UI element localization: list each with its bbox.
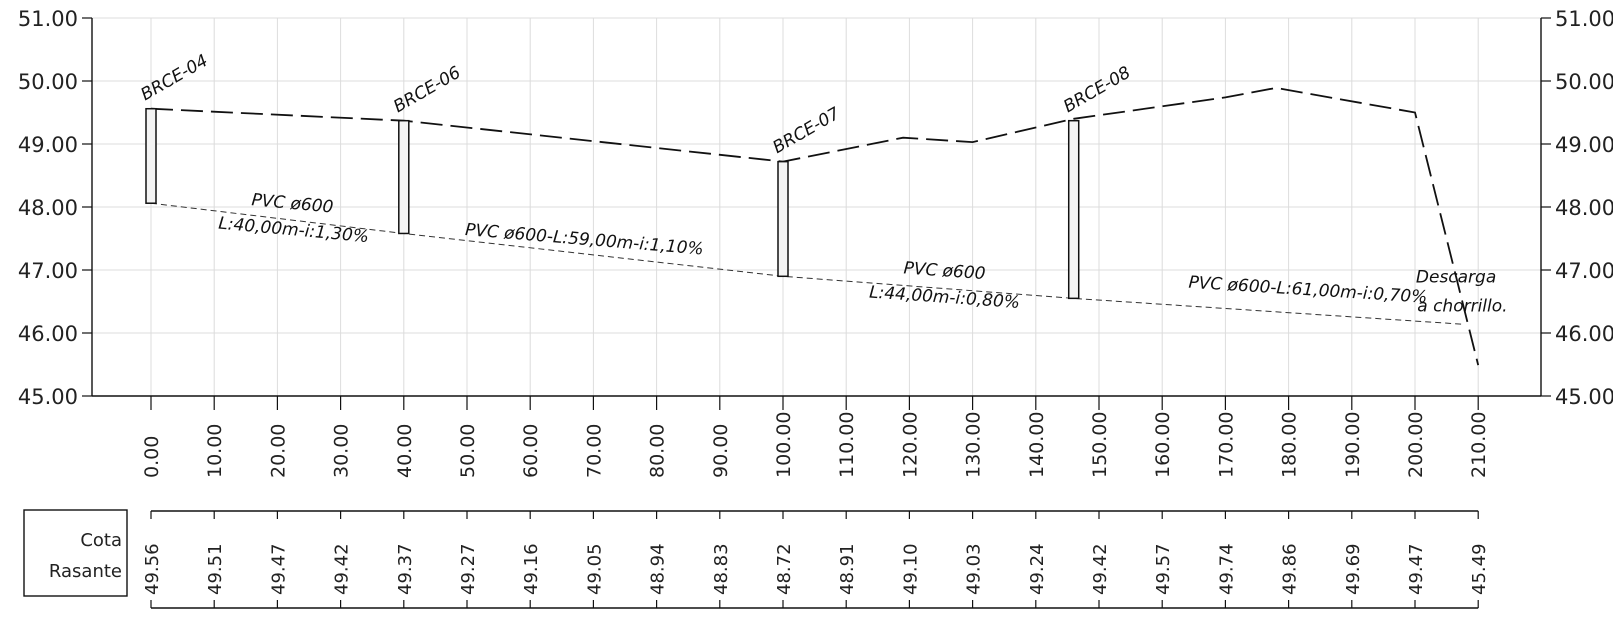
- x-tick-label: 210.00: [1468, 412, 1490, 478]
- table-value: 48.72: [774, 543, 795, 595]
- manhole-brce-06: [398, 119, 410, 235]
- axes: 45.00 45.00 46.00 46.00 47.00 47.00 48.00 48.00…: [18, 7, 1613, 478]
- manhole-brce-08: [1067, 119, 1080, 300]
- pipe-series: [150, 202, 1463, 325]
- x-tick-label: 80.00: [647, 424, 669, 478]
- x-tick-label: 140.00: [1026, 412, 1048, 478]
- y-tick-label-left: 51.00: [18, 7, 78, 31]
- table-value: 49.47: [268, 543, 289, 595]
- manhole-label: BRCE-04: [138, 51, 212, 105]
- table-label-cota: Cota: [80, 530, 122, 551]
- table-value: 49.03: [964, 543, 985, 595]
- table-value: 49.24: [1027, 543, 1048, 595]
- x-tick-label: 10.00: [204, 424, 226, 478]
- manhole-label: BRCE-08: [1060, 63, 1134, 117]
- manhole-brce-04: [145, 107, 157, 204]
- x-tick-label: 20.00: [267, 424, 289, 478]
- pipe-annotation: a chorrillo.: [1417, 297, 1507, 317]
- manhole-label: BRCE-07: [770, 104, 844, 158]
- y-tick-label-right: 47.00: [1555, 259, 1613, 283]
- x-tick-label: 100.00: [773, 412, 795, 478]
- table-value: 48.83: [711, 543, 732, 595]
- table-label-rasante: Rasante: [49, 561, 122, 582]
- manholes: BRCE-04 BRCE-06 BRCE-07 BRCE-08: [138, 51, 1134, 300]
- table-value: 49.37: [395, 543, 416, 595]
- pipe-annotation: Descarga: [1416, 268, 1496, 288]
- x-tick-label: 50.00: [457, 424, 479, 478]
- y-tick-label-left: 48.00: [18, 196, 78, 220]
- grid: [92, 17, 1541, 397]
- table-value: 49.47: [1406, 543, 1427, 595]
- table-value: 49.27: [458, 543, 479, 595]
- table-value: 49.42: [332, 543, 353, 595]
- table-value: 49.86: [1280, 543, 1301, 595]
- y-tick-label-left: 46.00: [18, 322, 78, 346]
- x-tick-label: 120.00: [899, 412, 921, 478]
- x-tick-label: 40.00: [394, 424, 416, 478]
- y-tick-label-right: 48.00: [1555, 196, 1613, 220]
- y-tick-label-right: 50.00: [1555, 70, 1613, 94]
- table-value: 49.10: [900, 543, 921, 595]
- x-tick-label: 0.00: [141, 436, 163, 478]
- pipe-annotation: PVC ø600: [251, 190, 334, 217]
- x-tick-label: 150.00: [1089, 412, 1111, 478]
- x-tick-label: 190.00: [1342, 412, 1364, 478]
- table-value: 49.57: [1153, 543, 1174, 595]
- x-tick-label: 200.00: [1405, 412, 1427, 478]
- table-value: 48.91: [837, 543, 858, 595]
- x-tick-label: 110.00: [836, 412, 858, 478]
- pipe-annotation: PVC ø600-L:59,00m-i:1,10%: [464, 220, 704, 260]
- x-tick-label: 30.00: [331, 424, 353, 478]
- table-value: 49.74: [1216, 543, 1237, 595]
- ground-profile-line: [150, 86, 1480, 366]
- x-tick-label: 160.00: [1152, 412, 1174, 478]
- x-tick-label: 90.00: [710, 424, 732, 478]
- pipe-annotation: PVC ø600-L:61,00m-i:0,70%: [1188, 273, 1428, 308]
- y-tick-label-left: 45.00: [18, 385, 78, 409]
- table-value: 49.16: [521, 543, 542, 595]
- pipe-invert-line: [150, 202, 1463, 325]
- table-value: 45.49: [1469, 543, 1490, 595]
- y-tick-label-right: 51.00: [1555, 7, 1613, 31]
- x-tick-label: 170.00: [1215, 412, 1237, 478]
- y-tick-label-right: 46.00: [1555, 322, 1613, 346]
- table-label-box: [23, 509, 128, 597]
- table-value: 49.69: [1343, 543, 1364, 595]
- y-tick-label-left: 49.00: [18, 133, 78, 157]
- table-value: 49.42: [1090, 543, 1111, 595]
- x-tick-label: 180.00: [1279, 412, 1301, 478]
- pipe-annotation: L:40,00m-i:1,30%: [218, 214, 370, 248]
- x-tick-label: 70.00: [583, 424, 605, 478]
- y-tick-label-left: 47.00: [18, 259, 78, 283]
- manhole-brce-07: [777, 160, 789, 278]
- table-value: 49.56: [142, 543, 163, 595]
- ground-series: [150, 86, 1480, 366]
- y-tick-label-right: 45.00: [1555, 385, 1613, 409]
- manhole-label: BRCE-06: [390, 63, 464, 117]
- x-tick-label: 60.00: [520, 424, 542, 478]
- pipe-annotation: PVC ø600: [903, 258, 986, 284]
- pipe-annotation: L:44,00m-i:0,80%: [868, 283, 1020, 313]
- table-value: 49.05: [584, 543, 605, 595]
- x-tick-label: 130.00: [963, 412, 985, 478]
- elevation-table: Cota Rasante 49.56 49.51 49.47 49.42 49.37 49…: [23, 509, 1490, 609]
- table-value: 48.94: [648, 543, 669, 595]
- y-tick-label-left: 50.00: [18, 70, 78, 94]
- table-value: 49.51: [205, 543, 226, 595]
- y-tick-label-right: 49.00: [1555, 133, 1613, 157]
